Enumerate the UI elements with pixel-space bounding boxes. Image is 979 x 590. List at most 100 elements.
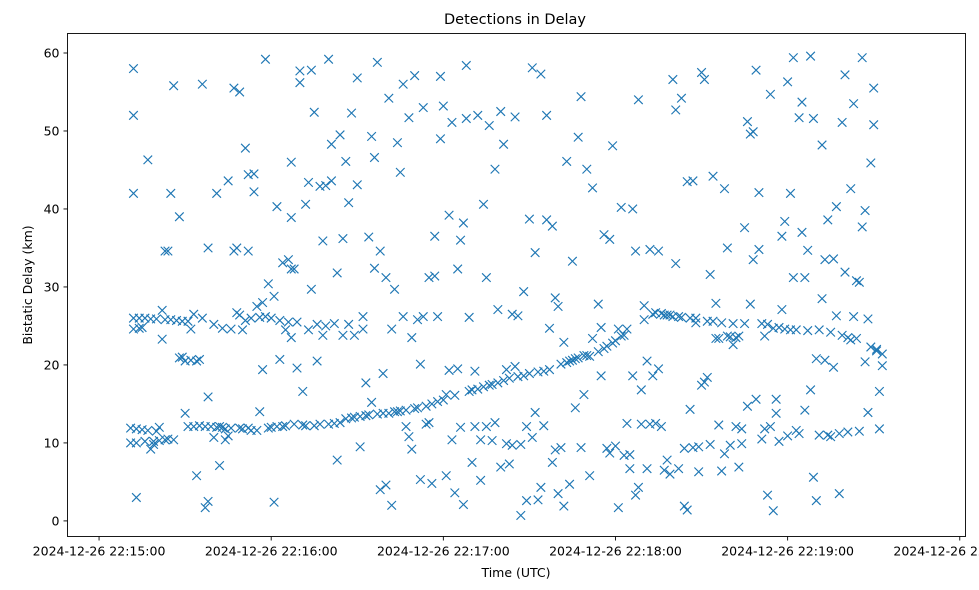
detection-point [742, 116, 753, 127]
detection-point [671, 258, 681, 269]
detection-point [665, 310, 675, 320]
detection-point [275, 354, 285, 365]
detection-point [722, 331, 733, 341]
detection-point [762, 490, 773, 500]
detection-point [343, 319, 354, 330]
detection-point [143, 425, 153, 436]
detection-point [559, 501, 569, 511]
detection-point [415, 474, 426, 485]
detection-point [252, 301, 262, 312]
detection-point [312, 356, 322, 366]
detection-point [668, 74, 678, 85]
detection-point [728, 339, 738, 350]
detection-point [349, 330, 360, 341]
detection-point [326, 176, 337, 186]
detection-point [567, 355, 578, 365]
detection-point [805, 51, 816, 61]
detection-point [432, 396, 443, 407]
detection-point [470, 366, 480, 376]
detection-point [871, 346, 882, 356]
detection-point [771, 394, 781, 404]
detection-point [691, 318, 701, 328]
detection-point [846, 335, 856, 345]
detection-point [625, 463, 635, 474]
detection-point [395, 167, 406, 178]
detection-point [533, 495, 543, 505]
detection-point [493, 378, 503, 388]
detection-point [412, 403, 423, 413]
detection-point [484, 380, 494, 390]
detection-point [576, 442, 586, 453]
detection-point [777, 231, 787, 241]
detection-point [811, 495, 822, 506]
detection-point [716, 318, 727, 328]
detection-point [481, 421, 492, 432]
detection-point [562, 357, 572, 368]
detection-point [802, 245, 813, 256]
detection-point [504, 459, 515, 469]
detection-point [292, 317, 302, 327]
plot-frame [67, 33, 966, 537]
detection-point [203, 392, 213, 402]
detection-point [714, 420, 724, 430]
detection-point [404, 431, 414, 442]
detection-point [131, 438, 142, 448]
detection-point [527, 63, 537, 73]
detection-point [283, 254, 294, 265]
detection-point [596, 322, 606, 333]
detection-point [220, 435, 231, 445]
detection-point [329, 318, 340, 329]
detection-point [868, 120, 879, 130]
detection-point [180, 408, 190, 418]
detection-point [211, 188, 222, 199]
detection-point [418, 102, 428, 113]
detection-point [742, 401, 753, 411]
x-tick-label: 2024-12-26 22:15:00 [33, 544, 166, 559]
detection-point [321, 321, 331, 331]
detection-point [840, 70, 850, 80]
detection-point [318, 330, 328, 341]
y-axis-label: Bistatic Delay (km) [20, 225, 35, 344]
detection-point [352, 73, 362, 83]
detection-point [306, 65, 317, 75]
detection-point [627, 371, 638, 381]
detection-point [691, 313, 701, 323]
detection-point [430, 231, 440, 241]
detection-point [639, 314, 649, 325]
detection-point [487, 379, 497, 390]
detection-point [309, 421, 319, 431]
detection-point [831, 311, 842, 321]
detection-point [745, 299, 756, 309]
detection-point [737, 438, 747, 449]
detection-point [564, 356, 575, 366]
tick-layer: 2024-12-26 22:15:00 2024-12-26 22:16:00 20… [33, 45, 979, 558]
detection-point [619, 330, 629, 341]
detection-point [751, 65, 761, 75]
detection-point [203, 496, 213, 507]
detection-point [579, 389, 589, 400]
detection-point [255, 407, 265, 417]
detection-point [711, 298, 721, 309]
detection-point [438, 101, 449, 111]
detection-point [817, 140, 827, 150]
detection-point [757, 434, 767, 444]
detection-point [711, 333, 721, 344]
detection-point [375, 246, 385, 256]
detection-point [863, 407, 873, 418]
detection-point [788, 52, 799, 63]
detection-point [298, 386, 308, 397]
detection-point [249, 169, 259, 179]
detection-point [341, 156, 351, 167]
detection-point [708, 316, 718, 326]
detection-point [539, 366, 549, 376]
y-tick-label: 30 [44, 279, 60, 294]
detection-point [427, 478, 437, 489]
detection-point [386, 500, 397, 511]
detection-point [507, 440, 517, 450]
detection-point [209, 432, 219, 443]
detection-point [516, 439, 526, 450]
detection-point [209, 319, 219, 330]
detection-point [834, 428, 844, 439]
detection-point [553, 301, 563, 312]
detection-point [168, 81, 179, 91]
